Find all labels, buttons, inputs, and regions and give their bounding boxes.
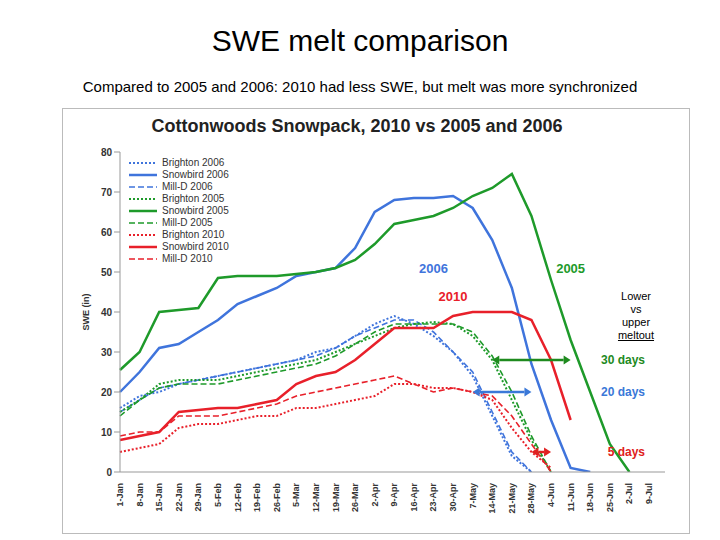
svg-text:20: 20 (101, 387, 113, 398)
svg-text:9-Jul: 9-Jul (644, 483, 654, 504)
svg-text:5 days: 5 days (608, 445, 646, 459)
svg-text:18-Jun: 18-Jun (585, 483, 595, 512)
svg-text:28-May: 28-May (526, 483, 536, 514)
svg-text:5-Mar: 5-Mar (291, 483, 301, 508)
svg-text:30: 30 (101, 347, 113, 358)
svg-text:15-Jan: 15-Jan (154, 483, 164, 512)
html-text:Mill-D 2006: Mill-D 2006 (162, 181, 213, 192)
svg-text:16-Apr: 16-Apr (409, 483, 419, 512)
html-text:Compared to 2005 and 2006: 201: Compared to 2005 and 2006: 2010 had less… (82, 78, 638, 95)
svg-text:21-May: 21-May (507, 483, 517, 514)
svg-text:70: 70 (101, 187, 113, 198)
svg-text:8-Jan: 8-Jan (135, 483, 145, 507)
svg-text:0: 0 (106, 467, 112, 478)
svg-text:29-Jan: 29-Jan (193, 483, 203, 512)
svg-text:40: 40 (101, 307, 113, 318)
html-text:Cottonwoods Snowpack, 2010 vs: Cottonwoods Snowpack, 2010 vs 2005 and 2… (151, 116, 563, 136)
html-text:Lower: Lower (621, 290, 651, 302)
svg-text:30-Apr: 30-Apr (448, 483, 458, 512)
svg-text:19-Feb: 19-Feb (252, 483, 262, 513)
html-text:Mill-D 2010: Mill-D 2010 (162, 253, 213, 264)
svg-text:80: 80 (101, 147, 113, 158)
svg-text:4-Jun: 4-Jun (546, 483, 556, 507)
svg-text:12-Feb: 12-Feb (233, 483, 243, 513)
svg-text:12-Mar: 12-Mar (311, 483, 321, 513)
html-text:meltout: meltout (618, 329, 654, 341)
svg-text:30 days: 30 days (601, 353, 645, 367)
html-text:Snowbird 2010: Snowbird 2010 (162, 241, 229, 252)
svg-text:9-Apr: 9-Apr (389, 483, 399, 507)
svg-text:26-Feb: 26-Feb (272, 483, 282, 513)
svg-text:19-Mar: 19-Mar (331, 483, 341, 513)
svg-text:14-May: 14-May (487, 483, 497, 514)
html-text:upper: upper (621, 316, 651, 328)
html-text:SWE melt comparison: SWE melt comparison (211, 24, 509, 57)
svg-text:26-Mar: 26-Mar (350, 483, 360, 513)
svg-text:2-Apr: 2-Apr (370, 483, 380, 507)
svg-text:23-Apr: 23-Apr (428, 483, 438, 512)
svg-text:2006: 2006 (419, 261, 448, 276)
svg-text:50: 50 (101, 267, 113, 278)
svg-text:20 days: 20 days (601, 385, 645, 399)
svg-text:5-Feb: 5-Feb (213, 483, 223, 508)
svg-text:22-Jan: 22-Jan (174, 483, 184, 512)
html-text:Snowbird 2005: Snowbird 2005 (162, 205, 229, 216)
html-text:Brighton 2006: Brighton 2006 (162, 157, 225, 168)
html-text:Snowbird 2006: Snowbird 2006 (162, 169, 229, 180)
svg-text:2010: 2010 (439, 289, 468, 304)
svg-text:25-Jun: 25-Jun (605, 483, 615, 512)
html-text:Brighton 2010: Brighton 2010 (162, 229, 225, 240)
html-text:Mill-D 2005: Mill-D 2005 (162, 217, 213, 228)
svg-text:7-May: 7-May (468, 483, 478, 509)
svg-text:1-Jan: 1-Jan (115, 483, 125, 507)
svg-text:10: 10 (101, 427, 113, 438)
html-text:Brighton 2005: Brighton 2005 (162, 193, 225, 204)
svg-text:2-Jul: 2-Jul (624, 483, 634, 504)
svg-text:SWE (in): SWE (in) (81, 294, 91, 331)
svg-text:2005: 2005 (556, 261, 585, 276)
html-text:vs: vs (630, 303, 642, 315)
svg-text:60: 60 (101, 227, 113, 238)
svg-text:11-Jun: 11-Jun (566, 483, 576, 512)
